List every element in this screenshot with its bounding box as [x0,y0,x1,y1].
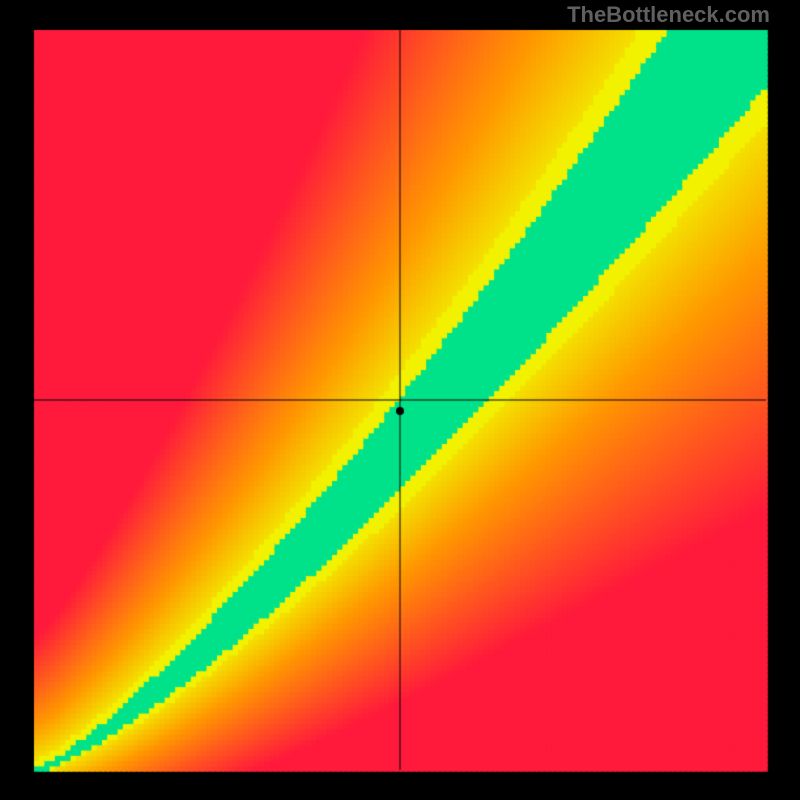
bottleneck-heatmap [0,0,800,800]
watermark-text: TheBottleneck.com [567,2,770,28]
chart-container: TheBottleneck.com [0,0,800,800]
